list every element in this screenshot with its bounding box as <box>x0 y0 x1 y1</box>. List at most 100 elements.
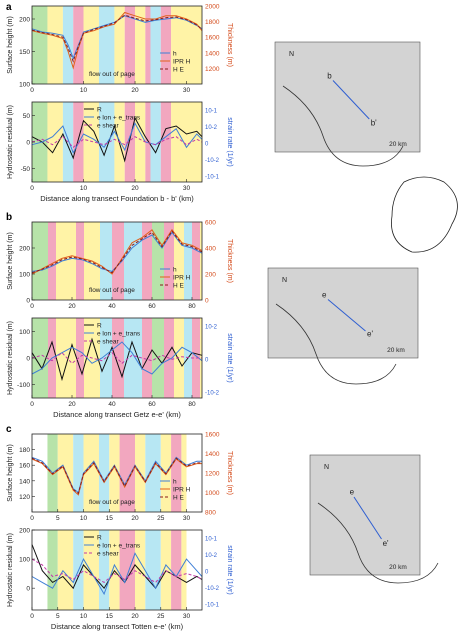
panel-a-bottom-y2label: strain rate (1/yr) <box>226 117 233 166</box>
panel-b-top-legend-label-1: IPR H <box>173 275 191 282</box>
map-3-transect <box>353 496 382 540</box>
panel-b-top-yticklabel-0: 0 <box>26 298 30 305</box>
panel-b-top-frame <box>31 221 203 301</box>
panel-b-top-y2ticklabel-2: 400 <box>205 246 216 253</box>
map-3-frame <box>309 454 421 576</box>
panel-label-c: c <box>6 424 12 435</box>
panel-a-top-band-9 <box>145 6 151 84</box>
panel-b-bottom-band-6 <box>112 318 124 398</box>
panel-b-top-band-13 <box>192 222 200 300</box>
panel-c-bottom-xticklabel-3: 15 <box>106 613 114 620</box>
panel-c-top-band-13 <box>186 434 202 512</box>
map-2-north-arrow: N <box>282 277 287 284</box>
panel-c-top-series-2 <box>31 457 202 495</box>
panel-b-top-y2ticklabel-0: 0 <box>205 298 209 305</box>
panel-b-top-band-12 <box>184 222 192 300</box>
panel-c-top-legend-label-2: H E <box>173 495 185 502</box>
panel-b-top-ylabel: Surface height (m) <box>7 232 14 290</box>
map-2-label-start: e <box>322 291 327 300</box>
panel-a-bottom-yticklabel-1: 0 <box>26 140 30 147</box>
panel-a-top-series-0 <box>31 15 203 60</box>
panel-a-top-y2ticklabel-4: 2000 <box>205 4 220 11</box>
panel-a-bottom-band-12 <box>171 102 202 182</box>
panel-c-bottom-band-10 <box>160 530 172 610</box>
panel-a-bottom-legend-label-0: R <box>97 107 102 114</box>
panel-a-bottom-y2ticklabel-0: 10-1 <box>205 109 218 115</box>
panel-c-top-band-11 <box>171 434 182 512</box>
panel-b-bottom-yticklabel-2: 100 <box>19 329 30 336</box>
panel-a-top-xticklabel-1: 10 <box>80 87 88 94</box>
panel-a-bottom-xticklabel-0: 0 <box>30 185 34 192</box>
panel-a-bottom-yticklabel-0: -50 <box>21 166 31 173</box>
panel-a-bottom-band-10 <box>150 102 161 182</box>
panel-b-top-band-9 <box>152 222 164 300</box>
map-2-label-end: e' <box>367 329 373 338</box>
panel-c-top-yticklabel-1: 140 <box>19 478 30 485</box>
panel-b-top-legend-label-2: H E <box>173 283 185 290</box>
panel-c-bottom-band-4 <box>83 530 99 610</box>
panel-c-top-frame <box>31 433 203 513</box>
panel-a-bottom-band-3 <box>73 102 84 182</box>
panel-c-bottom-frame <box>31 529 203 611</box>
panel-b-top-xticklabel-3: 60 <box>148 303 156 310</box>
panel-b-bottom-band-8 <box>142 318 152 398</box>
panel-b-top-xticklabel-2: 40 <box>108 303 116 310</box>
panel-c-top-y2ticklabel-1: 1000 <box>205 490 220 497</box>
panel-a-bottom-band-0 <box>32 102 48 182</box>
panel-a-bottom-y2ticklabel-2: 0 <box>205 142 209 148</box>
map-2-transect <box>327 299 366 332</box>
panel-a-bottom-series-2 <box>31 136 203 148</box>
panel-c-bottom-band-13 <box>186 530 202 610</box>
panel-b-top-band-8 <box>142 222 152 300</box>
panel-a-bottom-band-8 <box>135 102 146 182</box>
panel-a-bottom-band-9 <box>145 102 151 182</box>
panel-a-bottom-legend-label-2: e shear <box>97 123 120 130</box>
panel-c-top-xticklabel-3: 15 <box>106 515 114 522</box>
panel-c-top-band-12 <box>181 434 187 512</box>
panel-c-top-band-3 <box>73 434 84 512</box>
panel-a-top-y2ticklabel-3: 1800 <box>205 19 220 26</box>
panel-a-bottom-xticklabel-2: 20 <box>131 185 139 192</box>
panel-a-top-y2ticklabel-1: 1400 <box>205 50 220 57</box>
panel-c-bottom-y2ticklabel-3: -10-2 <box>205 586 220 592</box>
panel-b-top-band-6 <box>112 222 124 300</box>
map-3-scale-bar: 20 km <box>389 564 407 571</box>
panel-c-bottom-legend-label-2: e shear <box>97 551 120 558</box>
panel-b-bottom-xticklabel-4: 80 <box>188 401 196 408</box>
panel-c-top-xticklabel-4: 20 <box>131 515 139 522</box>
panel-b-bottom-legend-label-1: e lon + e_trans <box>97 331 141 338</box>
map-1: b b' N 20 km <box>274 41 421 167</box>
panel-c-top-band-4 <box>83 434 99 512</box>
panel-a-top-yticklabel-2: 200 <box>19 17 30 24</box>
panel-a-top-band-11 <box>160 6 172 84</box>
panel-c-top-y2ticklabel-3: 1400 <box>205 451 220 458</box>
panel-b-top-xticklabel-0: 0 <box>30 303 34 310</box>
panel-b-top-plot: 0 20 40 60 80 0 100 200 Surface height (m) Thickn… <box>7 220 233 311</box>
panel-a-top-band-4 <box>83 6 99 84</box>
panel-a-top-legend-label-2: H E <box>173 67 185 74</box>
panel-a-bottom-band-4 <box>83 102 99 182</box>
panel-c-top-y2ticklabel-0: 800 <box>205 510 216 517</box>
map-2: e e' N 20 km <box>267 267 419 385</box>
panel-a-top-band-7 <box>124 6 136 84</box>
panel-b-top-band-2 <box>56 222 76 300</box>
panel-c-bottom-y2ticklabel-1: 10-2 <box>205 553 218 559</box>
panel-a-top-note: flow out of page <box>89 71 135 78</box>
panel-c-top-xticklabel-5: 25 <box>157 515 165 522</box>
panel-c-top-legend-label-1: IPR H <box>173 487 191 494</box>
map-3-label-start: e <box>350 488 355 497</box>
panel-b-bottom-y2label: strain rate (1/yr) <box>226 333 233 382</box>
panel-a-top-band-1 <box>47 6 63 84</box>
panel-c-top-xticklabel-0: 0 <box>30 515 34 522</box>
panel-b-top-band-0 <box>32 222 48 300</box>
panel-b-bottom-legend-label-0: R <box>97 323 102 330</box>
panel-a-top-legend-label-1: IPR H <box>173 59 191 66</box>
panel-c-bottom-yticklabel-1: 100 <box>19 557 30 564</box>
antarctica-inset-map <box>391 176 458 253</box>
panel-b-top-legend-label-0: h <box>173 267 177 274</box>
panel-c-bottom-legend: Re lon + e_transe shear <box>84 535 141 558</box>
panel-a-bottom-legend-label-1: e lon + e_trans <box>97 115 141 122</box>
panel-b-top-note: flow out of page <box>89 287 135 294</box>
panel-a-bottom-ylabel: Hydrostatic residual (m) <box>7 105 14 179</box>
panel-c-bottom-xticklabel-0: 0 <box>30 613 34 620</box>
